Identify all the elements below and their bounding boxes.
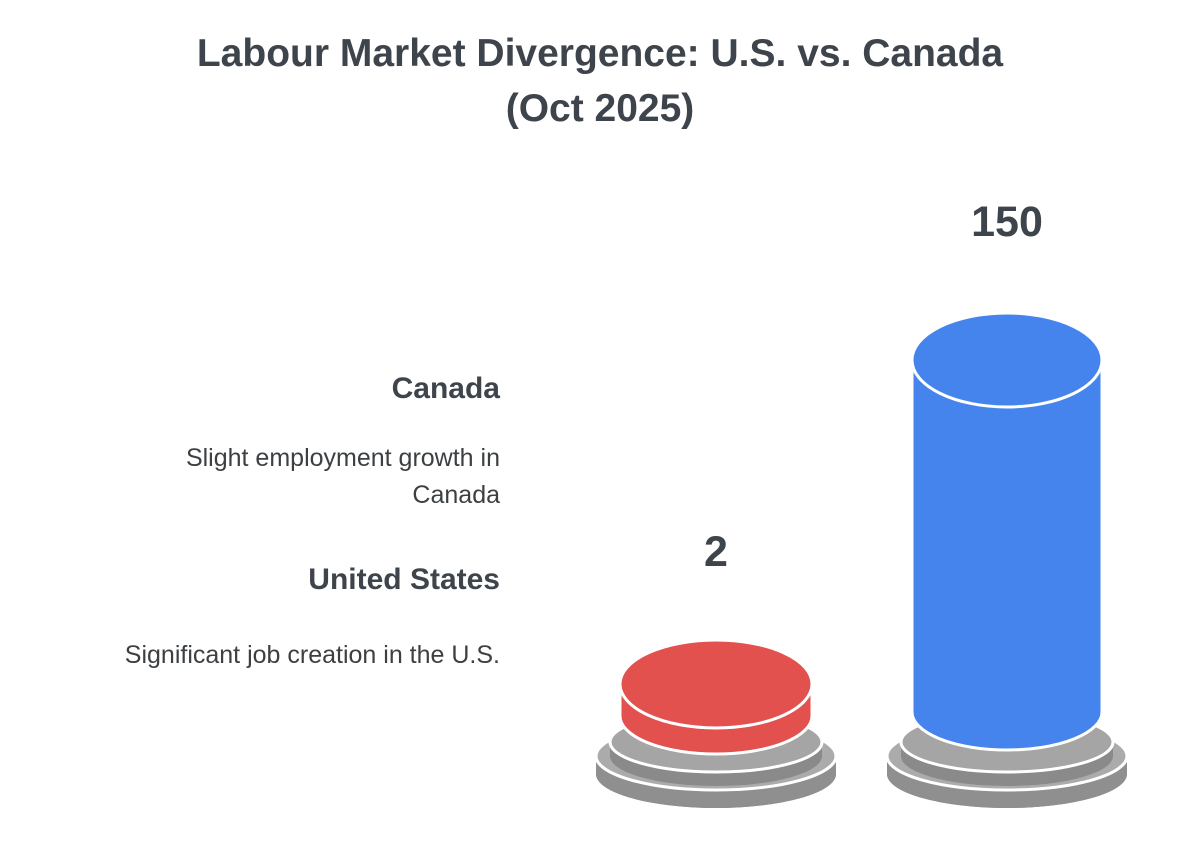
canada-cylinder	[618, 638, 814, 756]
chart-title-line1: Labour Market Divergence: U.S. vs. Canad…	[196, 32, 1004, 75]
us-value-label: 150	[971, 198, 1043, 246]
canada-description: Slight employment growth in Canada	[185, 444, 500, 509]
canada-value-label: 2	[704, 528, 728, 576]
us-description: Significant job creation in the U.S.	[124, 641, 500, 669]
chart-title-line2: (Oct 2025)	[505, 87, 695, 130]
us-cylinder-body	[910, 358, 1104, 752]
us-cylinder	[910, 311, 1104, 752]
us-heading: United States	[308, 563, 500, 596]
canada-heading: Canada	[391, 372, 500, 405]
us-cylinder-top	[910, 311, 1104, 409]
canada-cylinder-top	[618, 638, 814, 730]
